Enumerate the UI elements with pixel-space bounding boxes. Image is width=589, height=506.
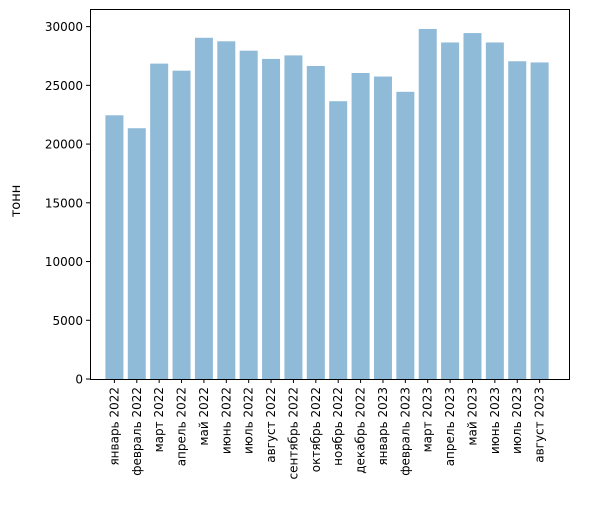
x-tick-label-1: февраль 2022	[130, 387, 144, 476]
x-tick-label-0: январь 2022	[107, 387, 121, 466]
bar-8	[284, 55, 303, 380]
y-tick-label-3: 15000	[45, 196, 83, 210]
x-tick-label-18: июль 2023	[510, 387, 524, 454]
x-tick-label-9: октябрь 2022	[309, 387, 323, 472]
x-tick-label-5: июнь 2022	[219, 387, 233, 454]
x-tick-label-14: март 2023	[421, 387, 435, 452]
x-tick-label-16: май 2023	[465, 387, 479, 446]
bar-14	[418, 28, 437, 379]
bar-1	[127, 128, 146, 379]
bars-group	[105, 28, 549, 380]
y-tick-label-2: 10000	[45, 255, 83, 269]
bar-11	[351, 73, 370, 380]
bar-13	[396, 91, 415, 379]
bar-9	[306, 65, 325, 379]
y-tick-label-5: 25000	[45, 79, 83, 93]
bar-17	[485, 42, 504, 379]
x-tick-label-19: август 2023	[533, 387, 547, 463]
y-tick-label-0: 0	[75, 373, 83, 387]
x-tick-label-15: апрель 2023	[443, 387, 457, 466]
bar-10	[329, 101, 348, 380]
y-axis-ticks: 0 5000 10000 15000 20000 25000 30000	[45, 20, 90, 387]
x-tick-label-3: апрель 2022	[175, 387, 189, 466]
x-tick-label-12: январь 2023	[376, 387, 390, 466]
bar-2	[150, 63, 169, 380]
bar-15	[441, 42, 460, 379]
plot-frame	[90, 9, 570, 380]
x-tick-label-2: март 2022	[152, 387, 166, 452]
bar-3	[172, 70, 191, 380]
y-tick-label-4: 20000	[45, 138, 83, 152]
bar-5	[217, 41, 236, 380]
x-tick-label-4: май 2022	[197, 387, 211, 446]
bar-19	[530, 62, 549, 379]
x-tick-label-17: июнь 2023	[488, 387, 502, 454]
x-tick-label-10: ноябрь 2022	[331, 387, 345, 466]
x-axis-ticks: январь 2022 февраль 2022 март 2022 апрель 2…	[107, 379, 547, 479]
y-tick-label-1: 5000	[52, 314, 83, 328]
y-tick-label-6: 30000	[45, 20, 83, 34]
bar-18	[508, 61, 527, 380]
x-tick-label-8: сентябрь 2022	[286, 387, 300, 479]
x-tick-label-6: июль 2022	[242, 387, 256, 454]
x-tick-label-7: август 2022	[264, 387, 278, 463]
bar-6	[239, 50, 258, 379]
x-tick-label-11: декабрь 2022	[354, 387, 368, 474]
bar-12	[373, 76, 392, 379]
bar-4	[194, 37, 213, 379]
y-axis-label: тонн	[9, 185, 24, 218]
bar-0	[105, 115, 124, 380]
bar-16	[463, 33, 482, 379]
bar-7	[262, 58, 281, 380]
x-tick-label-13: февраль 2023	[398, 387, 412, 476]
